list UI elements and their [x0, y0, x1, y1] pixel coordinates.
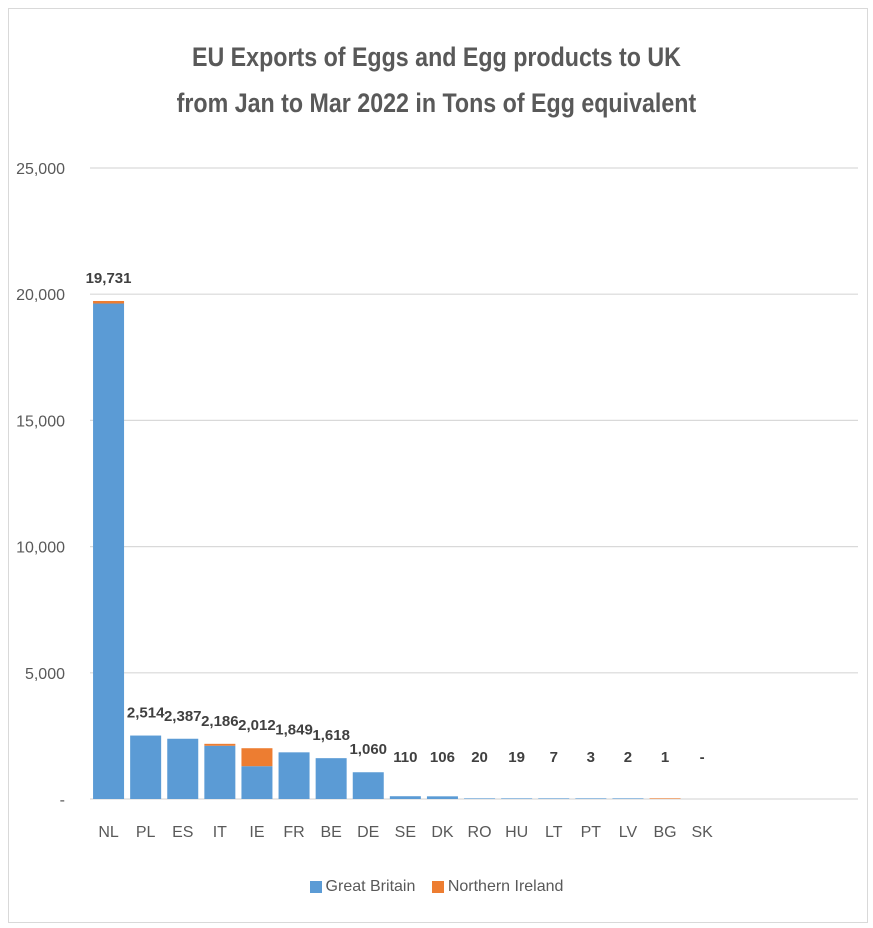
- chart-title: EU Exports of Eggs and Egg products to U…: [61, 34, 812, 126]
- bar-great-britain: [278, 752, 310, 799]
- bar-great-britain: [93, 303, 125, 799]
- bar-great-britain: [612, 798, 644, 799]
- chart-title-line-2: from Jan to Mar 2022 in Tons of Egg equi…: [176, 88, 697, 118]
- y-tick-label: -: [60, 792, 65, 809]
- legend: Great Britain Northern Ireland: [0, 878, 873, 898]
- x-tick-label: NL: [98, 824, 119, 841]
- x-tick-label: LV: [619, 824, 638, 841]
- data-label: 110: [393, 749, 417, 766]
- data-label: -: [700, 749, 705, 766]
- x-tick-label: DK: [431, 824, 454, 841]
- legend-swatch-great-britain: [309, 881, 322, 893]
- x-tick-label: FR: [283, 824, 304, 841]
- bar-great-britain: [426, 796, 458, 799]
- data-label: 2,387: [164, 708, 202, 725]
- gridlines: [90, 167, 858, 800]
- data-label: 2,186: [201, 713, 239, 730]
- bar-great-britain: [204, 745, 236, 799]
- x-tick-label: RO: [468, 824, 492, 841]
- x-tick-label: PT: [581, 824, 602, 841]
- x-tick-label: ES: [172, 824, 193, 841]
- bar-great-britain: [167, 738, 199, 799]
- bar-great-britain: [389, 796, 421, 799]
- x-tick-label: SE: [395, 824, 416, 841]
- y-tick-label: 15,000: [16, 413, 65, 430]
- data-label: 2,012: [238, 717, 276, 734]
- y-tick-label: 20,000: [16, 287, 65, 304]
- data-label: 106: [430, 749, 455, 766]
- data-label: 19,731: [86, 270, 132, 287]
- data-label: 1,618: [312, 727, 350, 744]
- legend-label-northern-ireland: Northern Ireland: [447, 878, 564, 895]
- y-tick-label: 10,000: [16, 540, 65, 557]
- x-tick-label: LT: [545, 824, 563, 841]
- x-axis: NL PL ES IT IE FR BE DE SE DK RO HU LT PT LV BG SK: [98, 824, 713, 841]
- data-label: 7: [550, 749, 558, 766]
- bar-great-britain: [464, 798, 496, 799]
- data-label: 20: [471, 749, 488, 766]
- y-tick-label: 25,000: [16, 161, 65, 178]
- legend-item-northern-ireland: Northern Ireland: [431, 878, 564, 896]
- data-label: 1,060: [349, 741, 387, 758]
- bar-northern-ireland: [93, 300, 125, 304]
- bar-great-britain: [501, 798, 533, 799]
- bar-great-britain: [538, 798, 570, 799]
- y-axis: - 5,000 10,000 15,000 20,000 25,000: [16, 161, 65, 809]
- data-label: 1,849: [275, 721, 313, 738]
- bar-northern-ireland: [649, 798, 681, 799]
- bar-great-britain: [241, 766, 273, 799]
- bars: [93, 300, 681, 799]
- bar-great-britain: [352, 772, 384, 799]
- x-tick-label: SK: [691, 824, 713, 841]
- data-label: 1: [661, 749, 669, 766]
- data-labels: 19,731 2,514 2,387 2,186 2,012 1,849 1,6181,06…: [86, 270, 705, 766]
- x-tick-label: DE: [357, 824, 379, 841]
- x-tick-label: IT: [213, 824, 227, 841]
- bar-great-britain: [315, 758, 347, 799]
- data-label: 19: [508, 749, 525, 766]
- bar-great-britain: [130, 735, 162, 799]
- bar-northern-ireland: [204, 743, 236, 746]
- x-tick-label: IE: [249, 824, 264, 841]
- legend-label-great-britain: Great Britain: [325, 878, 416, 895]
- legend-item-great-britain: Great Britain: [309, 878, 416, 896]
- bar-great-britain: [575, 798, 607, 799]
- legend-swatch-northern-ireland: [431, 881, 444, 893]
- data-label: 3: [587, 749, 595, 766]
- data-label: 2: [624, 749, 632, 766]
- x-tick-label: HU: [505, 824, 528, 841]
- chart-title-line-1: EU Exports of Eggs and Egg products to U…: [191, 42, 681, 72]
- bar-northern-ireland: [241, 748, 273, 767]
- y-tick-label: 5,000: [25, 666, 65, 683]
- data-label: 2,514: [127, 705, 165, 722]
- x-tick-label: BE: [320, 824, 341, 841]
- x-tick-label: BG: [653, 824, 676, 841]
- x-tick-label: PL: [136, 824, 156, 841]
